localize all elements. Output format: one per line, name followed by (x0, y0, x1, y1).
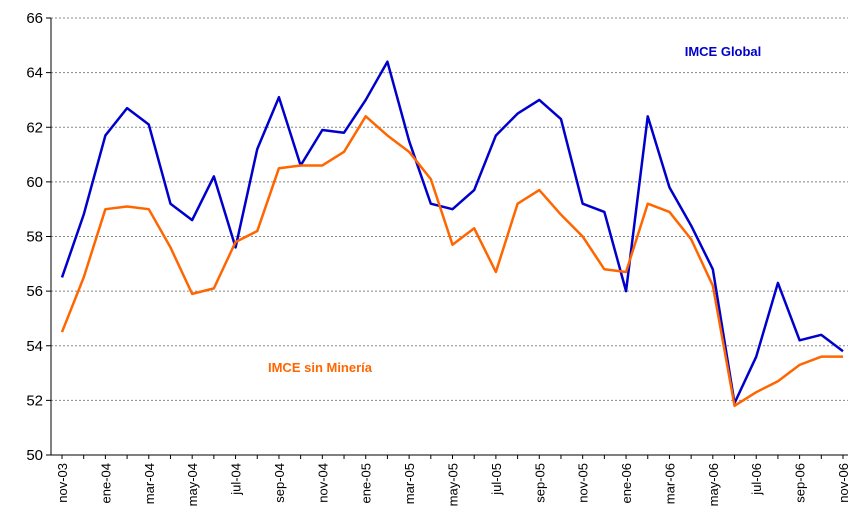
x-tick-label: nov-06 (836, 463, 849, 503)
x-tick-label: may-04 (185, 463, 200, 506)
x-tick-label: mar-06 (662, 463, 677, 504)
x-tick-label: sep-06 (793, 463, 808, 503)
x-tick-label: jul-06 (749, 463, 764, 496)
legend-label: IMCE sin Minería (268, 360, 373, 375)
x-tick-label: nov-04 (315, 463, 330, 503)
y-tick-label: 58 (26, 229, 43, 246)
y-tick-label: 60 (26, 174, 43, 191)
x-tick-label: ene-06 (619, 463, 634, 503)
x-tick-label: may-05 (446, 463, 461, 506)
x-tick-label: jul-04 (229, 463, 244, 496)
y-tick-label: 52 (26, 392, 43, 409)
line-series (60, 60, 844, 405)
x-tick-label: sep-04 (272, 463, 287, 503)
x-tick-label: sep-05 (532, 463, 547, 503)
x-tick-label: ene-05 (359, 463, 374, 503)
legend-label: IMCE Global (685, 44, 762, 59)
line-series (60, 115, 843, 408)
y-tick-label: 54 (26, 338, 43, 355)
x-tick-label: ene-04 (98, 463, 113, 503)
x-tick-label: jul-05 (489, 463, 504, 496)
x-tick-label: nov-05 (576, 463, 591, 503)
x-tick-label: may-06 (706, 463, 721, 506)
x-tick-label: mar-05 (402, 463, 417, 504)
y-tick-label: 50 (26, 447, 43, 464)
x-tick-label: nov-03 (55, 463, 70, 503)
y-tick-label: 64 (26, 65, 43, 82)
y-tick-label: 66 (26, 10, 43, 27)
y-tick-label: 56 (26, 283, 43, 300)
y-tick-label: 62 (26, 119, 43, 136)
x-tick-label: mar-04 (142, 463, 157, 504)
